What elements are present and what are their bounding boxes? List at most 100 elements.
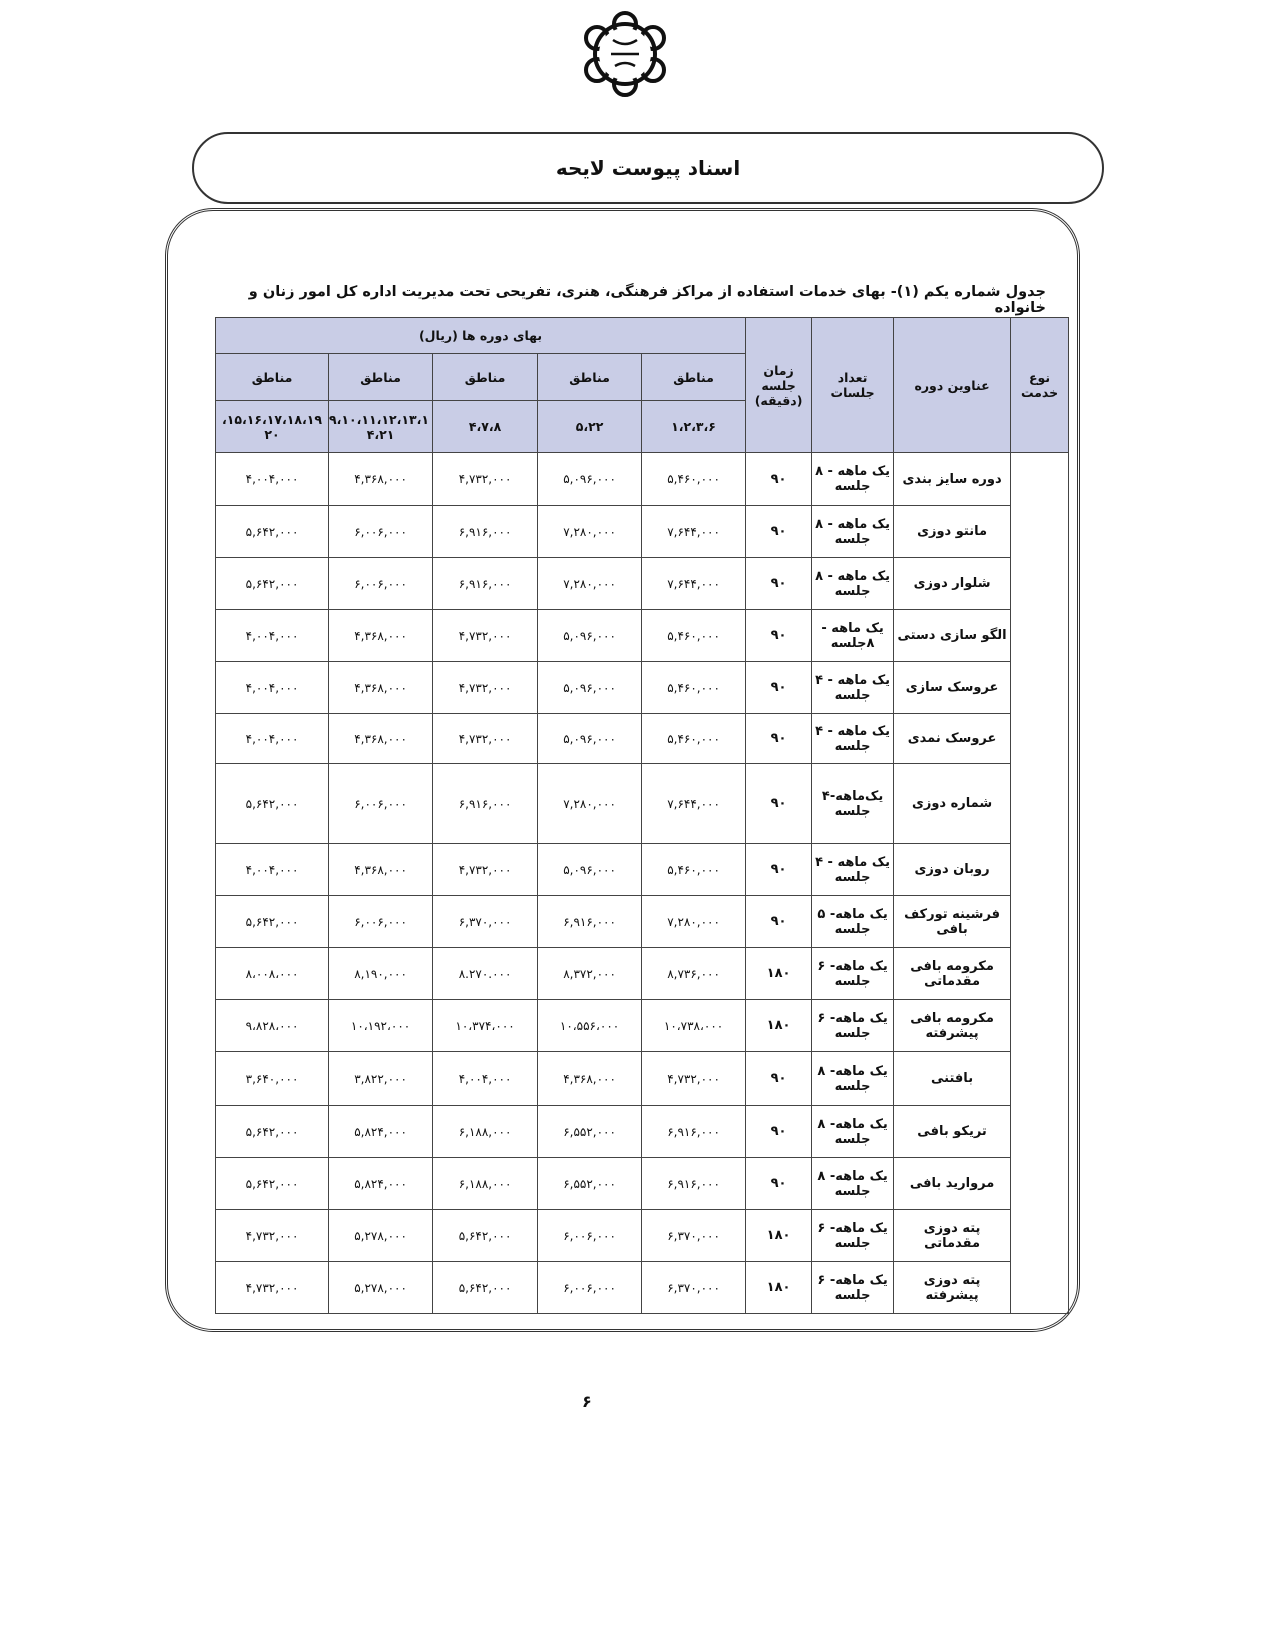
price-zone-2: ۷,۲۸۰,۰۰۰	[537, 505, 643, 558]
price-zone-1: ۵,۴۶۰,۰۰۰	[641, 609, 747, 662]
price-zone-4: ۶,۰۰۶,۰۰۰	[328, 505, 434, 558]
price-zone-4: ۵,۸۲۴,۰۰۰	[328, 1105, 434, 1158]
price-zone-3: ۶,۱۸۸,۰۰۰	[432, 1157, 539, 1210]
price-zone-4: ۴,۳۶۸,۰۰۰	[328, 452, 434, 506]
course-title: پته دوزی پیشرفته	[893, 1261, 1012, 1314]
price-zone-2: ۶,۵۵۲,۰۰۰	[537, 1157, 643, 1210]
price-zone-4: ۵,۸۲۴,۰۰۰	[328, 1157, 434, 1210]
course-title: مکرومه بافی مقدماتی	[893, 947, 1012, 1000]
course-title: فرشینه تورکف بافی	[893, 895, 1012, 948]
duration: ۱۸۰	[745, 1209, 813, 1262]
sessions: یک ماهه - ۴ جلسه	[811, 843, 895, 896]
price-zone-5: ۵,۶۴۲,۰۰۰	[214, 505, 330, 558]
sessions: یک ماهه- ۸ جلسه	[811, 1051, 895, 1106]
price-zone-4: ۸,۱۹۰,۰۰۰	[328, 947, 434, 1000]
price-zone-5: ۴,۰۰۴,۰۰۰	[214, 713, 330, 764]
header-price-group: بهای دوره ها (ریال)	[214, 317, 747, 354]
sessions: یک ماهه - ۸ جلسه	[811, 557, 895, 610]
price-zone-1: ۷,۶۴۴,۰۰۰	[641, 763, 747, 844]
duration: ۹۰	[745, 1051, 813, 1106]
table-row: شلوار دوزی یک ماهه - ۸ جلسه ۹۰ ۷,۶۴۴,۰۰۰ ۷,۲…	[214, 557, 1069, 610]
price-zone-3: ۴,۷۳۲,۰۰۰	[432, 452, 539, 506]
price-zone-5: ۵,۶۴۲,۰۰۰	[214, 557, 330, 610]
price-zone-4: ۶,۰۰۶,۰۰۰	[328, 895, 434, 948]
duration: ۹۰	[745, 1105, 813, 1158]
table-row: مروارید بافی یک ماهه- ۸ جلسه ۹۰ ۶,۹۱۶,۰۰۰ ۶,…	[214, 1157, 1069, 1210]
price-zone-5: ۵,۶۴۲,۰۰۰	[214, 763, 330, 844]
table-caption: جدول شماره یکم (۱)- بهای خدمات استفاده ا…	[248, 284, 1046, 316]
tehran-municipality-logo	[584, 11, 666, 97]
price-zone-4: ۴,۳۶۸,۰۰۰	[328, 661, 434, 714]
header-zone-label: مناطق	[641, 353, 747, 401]
price-zone-3: ۴,۷۳۲,۰۰۰	[432, 713, 539, 764]
sessions: یک ماهه- ۶ جلسه	[811, 947, 895, 1000]
price-zone-5: ۴,۰۰۴,۰۰۰	[214, 843, 330, 896]
duration: ۱۸۰	[745, 1261, 813, 1314]
price-zone-3: ۴,۷۳۲,۰۰۰	[432, 843, 539, 896]
sessions: یک ماهه- ۸ جلسه	[811, 1157, 895, 1210]
table-row: پته دوزی مقدماتی یک ماهه- ۶ جلسه ۱۸۰ ۶,۳۷۰,…	[214, 1209, 1069, 1262]
price-zone-1: ۵,۴۶۰,۰۰۰	[641, 452, 747, 506]
course-title: مکرومه بافی پیشرفته	[893, 999, 1012, 1052]
price-zone-2: ۸,۳۷۲,۰۰۰	[537, 947, 643, 1000]
duration: ۹۰	[745, 557, 813, 610]
price-zone-1: ۶,۹۱۶,۰۰۰	[641, 1157, 747, 1210]
sessions: یک ماهه- ۶ جلسه	[811, 1261, 895, 1314]
price-zone-4: ۱۰،۱۹۲،۰۰۰	[328, 999, 434, 1052]
header-service-type: نوع خدمت	[1010, 317, 1070, 453]
table-row: الگو سازی دستی یک ماهه - ۸جلسه ۹۰ ۵,۴۶۰,۰۰۰…	[214, 609, 1069, 662]
sessions: یک ماهه - ۸ جلسه	[811, 452, 895, 506]
duration: ۹۰	[745, 895, 813, 948]
price-zone-3: ۱۰،۳۷۴،۰۰۰	[432, 999, 539, 1052]
price-zone-4: ۶,۰۰۶,۰۰۰	[328, 763, 434, 844]
sessions: یک ماهه- ۵ جلسه	[811, 895, 895, 948]
price-zone-1: ۱۰،۷۳۸،۰۰۰	[641, 999, 747, 1052]
price-zone-2: ۵,۰۹۶,۰۰۰	[537, 661, 643, 714]
price-zone-3: ۶,۳۷۰,۰۰۰	[432, 895, 539, 948]
table-row: روبان دوزی یک ماهه - ۴ جلسه ۹۰ ۵,۴۶۰,۰۰۰ ۵,۰…	[214, 843, 1069, 896]
header-sessions: تعداد جلسات	[811, 317, 895, 453]
table-row: تریکو بافی یک ماهه- ۸ جلسه ۹۰ ۶,۹۱۶,۰۰۰ ۶,۵۵…	[214, 1105, 1069, 1158]
price-zone-4: ۵,۲۷۸,۰۰۰	[328, 1261, 434, 1314]
sessions: یک ماهه - ۸ جلسه	[811, 505, 895, 558]
price-zone-3: ۴,۷۳۲,۰۰۰	[432, 661, 539, 714]
header-duration: زمان جلسه (دقیقه)	[745, 317, 813, 453]
header-course-title: عناوین دوره	[893, 317, 1012, 453]
price-zone-3: ۶,۱۸۸,۰۰۰	[432, 1105, 539, 1158]
duration: ۹۰	[745, 609, 813, 662]
header-zone-3: ۴،۷،۸	[432, 400, 539, 453]
price-zone-1: ۶,۳۷۰,۰۰۰	[641, 1261, 747, 1314]
duration: ۱۸۰	[745, 999, 813, 1052]
price-zone-2: ۷,۲۸۰,۰۰۰	[537, 763, 643, 844]
price-zone-3: ۶,۹۱۶,۰۰۰	[432, 557, 539, 610]
header-zone-5: ۱۵،۱۶،۱۷،۱۸،۱۹، ۲۰	[214, 400, 330, 453]
course-title: پته دوزی مقدماتی	[893, 1209, 1012, 1262]
price-zone-4: ۴,۳۶۸,۰۰۰	[328, 843, 434, 896]
header-zone-2: ۵،۲۲	[537, 400, 643, 453]
price-zone-5: ۵,۶۴۲,۰۰۰	[214, 1105, 330, 1158]
header-zone-label: مناطق	[537, 353, 643, 401]
price-zone-5: ۴,۰۰۴,۰۰۰	[214, 661, 330, 714]
price-zone-2: ۱۰،۵۵۶،۰۰۰	[537, 999, 643, 1052]
course-title: عروسک سازی	[893, 661, 1012, 714]
duration: ۹۰	[745, 843, 813, 896]
price-zone-2: ۵,۰۹۶,۰۰۰	[537, 713, 643, 764]
sessions: یک ماهه - ۸جلسه	[811, 609, 895, 662]
price-zone-3: ۶,۹۱۶,۰۰۰	[432, 763, 539, 844]
course-title: تریکو بافی	[893, 1105, 1012, 1158]
table-row: مکرومه بافی پیشرفته یک ماهه- ۶ جلسه ۱۸۰ ۱۰،…	[214, 999, 1069, 1052]
price-zone-2: ۵,۰۹۶,۰۰۰	[537, 452, 643, 506]
course-title: شلوار دوزی	[893, 557, 1012, 610]
table-row: پته دوزی پیشرفته یک ماهه- ۶ جلسه ۱۸۰ ۶,۳۷۰,…	[214, 1261, 1069, 1314]
service-type-cell	[1010, 452, 1070, 1314]
price-zone-4: ۳,۸۲۲,۰۰۰	[328, 1051, 434, 1106]
price-zone-3: ۴,۷۳۲,۰۰۰	[432, 609, 539, 662]
course-title: عروسک نمدی	[893, 713, 1012, 764]
price-zone-1: ۷,۶۴۴,۰۰۰	[641, 557, 747, 610]
price-zone-2: ۶,۵۵۲,۰۰۰	[537, 1105, 643, 1158]
price-zone-3: ۶,۹۱۶,۰۰۰	[432, 505, 539, 558]
duration: ۹۰	[745, 713, 813, 764]
price-zone-1: ۷,۲۸۰,۰۰۰	[641, 895, 747, 948]
course-title: شماره دوزی	[893, 763, 1012, 844]
course-title: بافتنی	[893, 1051, 1012, 1106]
